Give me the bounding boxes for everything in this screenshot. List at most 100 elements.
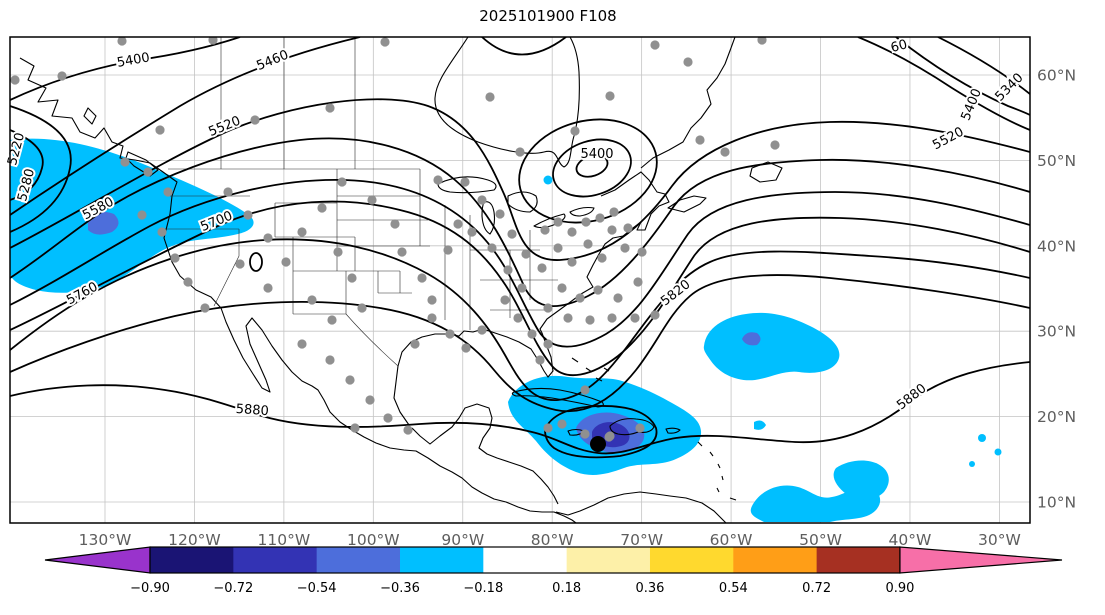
station-dot	[527, 329, 537, 339]
contour-label: 5520	[207, 114, 243, 140]
anomaly-speck-4	[969, 461, 975, 467]
station-dot	[350, 423, 360, 433]
colorbar: −0.90 −0.72 −0.54 −0.36 −0.18 0.18 0.36 0.54 0.7…	[44, 546, 1063, 596]
station-dot	[597, 253, 607, 263]
contour-5700	[10, 200, 1030, 376]
contour-5400-nw	[10, 37, 241, 101]
y-tick-label: 40°N	[1037, 237, 1076, 255]
anomaly-speck-1	[754, 420, 766, 430]
station-dot	[567, 257, 577, 267]
contour-5880	[10, 361, 1030, 455]
station-dot	[595, 213, 605, 223]
station-dot	[57, 71, 67, 81]
station-dot	[281, 257, 291, 267]
contour-low-mid	[552, 138, 632, 198]
station-dot	[243, 210, 253, 220]
contour-5340-ne	[937, 37, 1030, 95]
contour-label: 60	[889, 37, 909, 56]
colorbar-segment	[316, 547, 401, 573]
storm-marker-group	[590, 436, 606, 452]
y-tick-label: 30°N	[1037, 323, 1076, 341]
x-tick-label: 40°W	[889, 531, 932, 549]
contour-5520	[10, 98, 1030, 261]
contour-low-inner	[575, 154, 609, 178]
station-dot	[570, 126, 580, 136]
station-dot	[650, 310, 660, 320]
station-dot	[770, 140, 780, 150]
station-dot	[345, 375, 355, 385]
station-dot	[683, 57, 693, 67]
x-tick-label: 70°W	[620, 531, 663, 549]
contour-label: 5520	[930, 125, 966, 154]
station-dot	[403, 425, 413, 435]
station-dot	[543, 423, 553, 433]
contour-5460-nw	[10, 37, 361, 216]
station-dot	[367, 195, 377, 205]
station-dot	[605, 91, 615, 101]
station-dot	[580, 385, 590, 395]
anomaly-fill-tropics-2	[833, 460, 889, 500]
station-dot	[575, 293, 585, 303]
y-axis-labels: 60°N 50°N 40°N 30°N 20°N 10°N	[1037, 67, 1076, 512]
colorbar-tick-label: −0.36	[380, 581, 420, 596]
station-dot	[208, 37, 218, 45]
station-dot	[380, 37, 390, 47]
station-dot	[170, 253, 180, 263]
colorbar-tick-label: −0.54	[297, 581, 337, 596]
station-dot	[553, 217, 563, 227]
colorbar-tick-label: 0.18	[552, 581, 581, 596]
station-dot	[500, 295, 510, 305]
station-dot	[635, 423, 645, 433]
station-dot	[453, 219, 463, 229]
chart-title: 2025101900 F108	[479, 7, 616, 25]
station-dot	[507, 229, 517, 239]
station-dot	[543, 339, 553, 349]
station-dot	[200, 303, 210, 313]
station-dot	[117, 37, 127, 46]
station-dot	[613, 293, 623, 303]
station-dot	[623, 223, 633, 233]
colorbar-segment	[399, 547, 484, 573]
station-dot	[757, 37, 767, 45]
station-dot	[143, 167, 153, 177]
station-dot	[263, 233, 273, 243]
station-dot	[567, 227, 577, 237]
contour-label: 5820	[658, 277, 693, 309]
colorbar-segment	[566, 547, 651, 573]
y-tick-label: 60°N	[1037, 67, 1076, 85]
station-dot	[604, 432, 614, 442]
cyclone-marker	[590, 436, 606, 452]
station-dot	[503, 265, 513, 275]
station-dot	[263, 283, 273, 293]
x-tick-label: 120°W	[168, 531, 221, 549]
contour-5400-ne	[895, 37, 1030, 116]
station-dot	[637, 247, 647, 257]
contour-top-arc	[481, 37, 567, 56]
state-borders	[163, 37, 558, 367]
colorbar-under-arrow	[44, 546, 151, 574]
station-dot	[325, 103, 335, 113]
anomaly-fill-atlantic-inner	[742, 332, 761, 346]
colorbar-tick-label: −0.90	[130, 581, 170, 596]
station-dot	[580, 429, 590, 439]
colorbar-segment	[649, 547, 734, 573]
contour-5640	[10, 178, 1030, 348]
station-dot	[333, 247, 343, 257]
x-axis-labels: 130°W 120°W 110°W 100°W 90°W 80°W 70°W 60°W 50°W…	[79, 531, 1021, 549]
contour-label: 5880	[235, 402, 269, 419]
station-dot	[557, 283, 567, 293]
station-dot	[460, 177, 470, 187]
station-dot	[630, 313, 640, 323]
station-dot	[553, 243, 563, 253]
station-dot	[297, 227, 307, 237]
y-tick-label: 20°N	[1037, 408, 1076, 426]
station-dot	[155, 125, 165, 135]
station-dot	[485, 92, 495, 102]
great-lakes	[437, 176, 595, 235]
station-dot	[477, 325, 487, 335]
station-dot	[157, 227, 167, 237]
station-dot	[583, 239, 593, 249]
station-dot	[521, 249, 531, 259]
colorbar-tick-label: 0.36	[636, 581, 665, 596]
station-dot	[137, 210, 147, 220]
